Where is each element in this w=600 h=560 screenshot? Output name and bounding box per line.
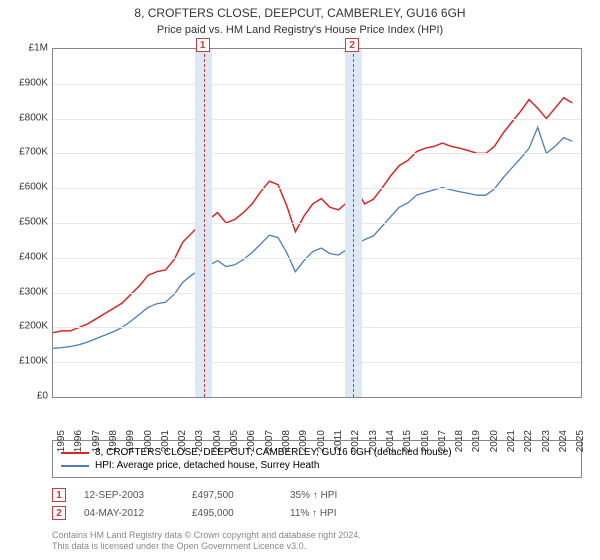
chart-subtitle: Price paid vs. HM Land Registry's House … <box>0 24 600 36</box>
transaction-price: £495,000 <box>192 508 272 519</box>
x-axis-label: 2005 <box>229 430 240 452</box>
x-axis-label: 2017 <box>437 430 448 452</box>
chart-title: 8, CROFTERS CLOSE, DEEPCUT, CAMBERLEY, G… <box>0 0 600 22</box>
x-axis-label: 2018 <box>454 430 465 452</box>
legend-label: HPI: Average price, detached house, Surr… <box>95 460 319 471</box>
x-axis-label: 2006 <box>246 430 257 452</box>
transaction-date: 04-MAY-2012 <box>84 508 174 519</box>
gridline <box>53 119 581 120</box>
y-axis-label: £700K <box>4 147 48 158</box>
x-axis-label: 2010 <box>316 430 327 452</box>
chart-plot-area <box>52 48 582 398</box>
transaction-delta: 35% ↑ HPI <box>290 490 370 501</box>
x-axis-label: 2016 <box>420 430 431 452</box>
gridline <box>53 327 581 328</box>
x-axis-label: 2007 <box>264 430 275 452</box>
x-axis-label: 1995 <box>56 430 67 452</box>
series-line <box>53 98 572 333</box>
transaction-row: 2 04-MAY-2012 £495,000 11% ↑ HPI <box>52 506 370 520</box>
gridline <box>53 223 581 224</box>
x-axis-label: 2020 <box>489 430 500 452</box>
x-axis-label: 2004 <box>212 430 223 452</box>
transactions-table: 1 12-SEP-2003 £497,500 35% ↑ HPI 2 04-MAY-201… <box>52 484 370 524</box>
x-axis-label: 2025 <box>575 430 586 452</box>
x-axis-label: 1997 <box>91 430 102 452</box>
x-axis-label: 2014 <box>385 430 396 452</box>
y-axis-label: £500K <box>4 217 48 228</box>
event-line <box>353 49 354 397</box>
x-axis-label: 1998 <box>108 430 119 452</box>
x-axis-label: 2022 <box>523 430 534 452</box>
transaction-marker: 2 <box>52 506 66 520</box>
legend-swatch <box>61 465 89 467</box>
x-axis-label: 2009 <box>298 430 309 452</box>
x-axis-label: 2008 <box>281 430 292 452</box>
x-axis-label: 2002 <box>177 430 188 452</box>
legend-item: HPI: Average price, detached house, Surr… <box>61 460 573 471</box>
event-marker: 2 <box>345 38 359 52</box>
x-axis-label: 1999 <box>125 430 136 452</box>
gridline <box>53 188 581 189</box>
transaction-price: £497,500 <box>192 490 272 501</box>
y-axis-label: £800K <box>4 112 48 123</box>
gridline <box>53 258 581 259</box>
x-axis-label: 1996 <box>73 430 84 452</box>
y-axis-label: £100K <box>4 356 48 367</box>
series-line <box>53 127 572 348</box>
x-axis-label: 2019 <box>471 430 482 452</box>
x-axis-label: 2015 <box>402 430 413 452</box>
x-axis-label: 2011 <box>333 430 344 452</box>
transaction-row: 1 12-SEP-2003 £497,500 35% ↑ HPI <box>52 488 370 502</box>
y-axis-label: £900K <box>4 77 48 88</box>
x-axis-label: 2023 <box>541 430 552 452</box>
event-line <box>204 49 205 397</box>
x-axis-label: 2000 <box>143 430 154 452</box>
transaction-delta: 11% ↑ HPI <box>290 508 370 519</box>
x-axis-label: 2024 <box>558 430 569 452</box>
x-axis-label: 2013 <box>368 430 379 452</box>
x-axis-label: 2001 <box>160 430 171 452</box>
y-axis-label: £1M <box>4 43 48 54</box>
y-axis-label: £0 <box>4 391 48 402</box>
transaction-marker: 1 <box>52 488 66 502</box>
attribution-line: Contains HM Land Registry data © Crown c… <box>52 530 361 541</box>
gridline <box>53 293 581 294</box>
gridline <box>53 362 581 363</box>
gridline <box>53 153 581 154</box>
x-axis-label: 2012 <box>350 430 361 452</box>
attribution-text: Contains HM Land Registry data © Crown c… <box>52 530 361 553</box>
transaction-date: 12-SEP-2003 <box>84 490 174 501</box>
y-axis-label: £200K <box>4 321 48 332</box>
event-marker: 1 <box>196 38 210 52</box>
x-axis-label: 2003 <box>194 430 205 452</box>
y-axis-label: £600K <box>4 182 48 193</box>
gridline <box>53 84 581 85</box>
y-axis-label: £400K <box>4 251 48 262</box>
x-axis-label: 2021 <box>506 430 517 452</box>
attribution-line: This data is licensed under the Open Gov… <box>52 541 361 552</box>
y-axis-label: £300K <box>4 286 48 297</box>
